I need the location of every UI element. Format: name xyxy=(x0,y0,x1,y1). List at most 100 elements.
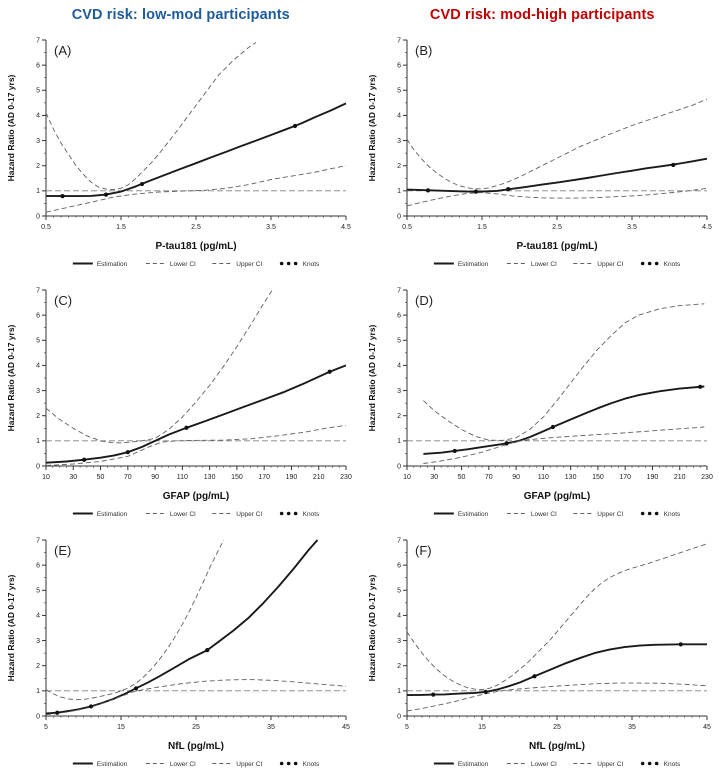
x-axis-label: P-tau181 (pg/mL) xyxy=(155,241,236,252)
panel-label: (B) xyxy=(415,43,432,58)
x-tick-label: 45 xyxy=(703,724,711,731)
legend-label: Knots xyxy=(664,261,681,268)
upper-ci-line xyxy=(45,539,224,701)
knot-dot xyxy=(678,642,684,647)
knot-dot xyxy=(139,181,144,187)
y-tick-label: 0 xyxy=(36,463,40,470)
panel-label: (C) xyxy=(54,293,72,308)
knot-dot xyxy=(452,448,458,454)
panel-chart-B: 0 1 2 3 4 5 6 7 0.5 1.5 2.5 3.5 4.5 (B) P-tau181 (pg/m… xyxy=(367,37,712,268)
legend-label: Lower CI xyxy=(170,761,196,768)
x-tick-label: 150 xyxy=(231,474,243,481)
legend-label: Knots xyxy=(664,511,681,518)
upper-ci-line xyxy=(45,42,256,191)
x-tick-label: 130 xyxy=(204,474,216,481)
x-tick-label: 0.5 xyxy=(402,224,412,231)
y-tick-label: 6 xyxy=(397,312,401,319)
y-tick-label: 2 xyxy=(36,413,40,420)
legend-knots-sample xyxy=(641,761,645,766)
legend-label: Upper CI xyxy=(598,261,624,268)
legend-knots-sample xyxy=(655,511,659,516)
knot-dot xyxy=(133,686,138,691)
x-tick-label: 210 xyxy=(313,474,325,481)
x-tick-label: 50 xyxy=(458,474,466,481)
legend-label: Upper CI xyxy=(598,511,624,518)
upper-ci-line xyxy=(406,543,708,691)
y-tick-label: 6 xyxy=(36,562,40,569)
y-tick-label: 7 xyxy=(36,537,40,544)
legend-knots-sample xyxy=(279,511,284,516)
legend-label: Knots xyxy=(302,511,319,518)
y-tick-label: 0 xyxy=(36,713,40,720)
x-tick-label: 5 xyxy=(44,724,48,731)
x-tick-label: 170 xyxy=(258,474,270,481)
x-tick-label: 2.5 xyxy=(552,224,562,231)
legend-label: Lower CI xyxy=(170,261,196,268)
x-tick-label: 110 xyxy=(177,474,188,481)
panel-label: (A) xyxy=(54,43,71,58)
legend-knots-sample xyxy=(293,761,298,766)
y-tick-label: 5 xyxy=(36,588,40,595)
knot-dot xyxy=(506,186,511,192)
x-tick-label: 230 xyxy=(340,474,352,481)
column-titles: CVD risk: low-mod participants CVD risk:… xyxy=(0,0,723,30)
panel-A: 0 1 2 3 4 5 6 7 0.5 1.5 2.5 3.5 4.5 (A) P-tau181 (pg/m… xyxy=(0,30,362,280)
y-tick-label: 0 xyxy=(397,713,401,720)
y-tick-label: 5 xyxy=(36,88,40,95)
estimation-line xyxy=(423,385,705,455)
y-tick-label: 1 xyxy=(36,188,40,195)
y-tick-label: 2 xyxy=(397,663,401,670)
legend-knots-sample xyxy=(293,511,298,516)
panel-label: (D) xyxy=(415,293,433,308)
x-tick-label: 30 xyxy=(431,474,439,481)
y-tick-label: 0 xyxy=(397,213,401,220)
legend-knots-sample xyxy=(286,511,291,516)
y-tick-label: 0 xyxy=(36,213,40,220)
panel-B: 0 1 2 3 4 5 6 7 0.5 1.5 2.5 3.5 4.5 (B) P-tau181 (pg/m… xyxy=(362,30,723,280)
y-tick-label: 4 xyxy=(36,113,40,120)
legend-label: Estimation xyxy=(97,261,128,268)
estimation-line xyxy=(45,539,318,715)
y-axis-label: Hazard Ratio (AD 0-17 yrs) xyxy=(367,324,377,431)
y-tick-label: 4 xyxy=(36,613,40,620)
x-axis-label: NfL (pg/mL) xyxy=(168,741,224,752)
knot-dot xyxy=(474,189,479,194)
y-tick-label: 3 xyxy=(397,388,401,395)
y-axis-label: Hazard Ratio (AD 0-17 yrs) xyxy=(6,574,16,681)
x-tick-label: 4.5 xyxy=(341,224,351,231)
y-tick-label: 3 xyxy=(36,388,40,395)
knot-dot xyxy=(103,192,108,197)
x-tick-label: 35 xyxy=(628,724,636,731)
x-tick-label: 90 xyxy=(512,474,520,481)
y-tick-label: 3 xyxy=(36,138,40,145)
x-tick-label: 170 xyxy=(620,474,632,481)
x-tick-label: 15 xyxy=(478,724,486,731)
x-tick-label: 1.5 xyxy=(477,224,487,231)
column-title-low-mod: CVD risk: low-mod participants xyxy=(71,7,290,23)
y-tick-label: 2 xyxy=(397,163,401,170)
x-tick-label: 230 xyxy=(701,474,713,481)
legend-label: Estimation xyxy=(458,761,489,768)
y-tick-label: 7 xyxy=(36,287,40,294)
legend-knots-sample xyxy=(648,511,652,516)
knot-dot xyxy=(54,710,60,715)
x-tick-label: 25 xyxy=(192,724,200,731)
knot-dot xyxy=(483,689,489,694)
knot-dot xyxy=(292,123,297,129)
legend-label: Lower CI xyxy=(531,761,557,768)
y-tick-label: 2 xyxy=(397,413,401,420)
x-tick-label: 190 xyxy=(285,474,297,481)
y-tick-label: 1 xyxy=(36,688,40,695)
legend-label: Estimation xyxy=(97,511,128,518)
knot-dot xyxy=(81,457,87,462)
legend-label: Estimation xyxy=(458,511,489,518)
y-tick-label: 4 xyxy=(397,363,401,370)
panel-chart-D: 0 1 2 3 4 5 6 7 10 30 50 70 90 110 130 150 170 190 210 230 (… xyxy=(367,287,713,518)
y-tick-label: 2 xyxy=(36,663,40,670)
y-tick-label: 6 xyxy=(397,62,401,69)
x-tick-label: 90 xyxy=(151,474,159,481)
upper-ci-line xyxy=(406,98,708,190)
